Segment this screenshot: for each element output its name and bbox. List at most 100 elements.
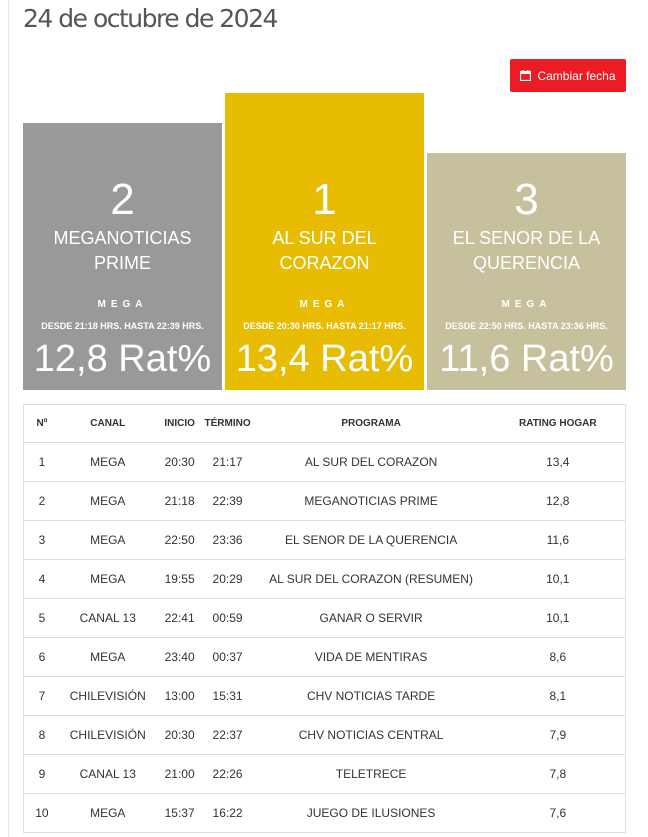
- podium-program: AL SUR DEL CORAZON: [272, 228, 377, 273]
- cell-program: AL SUR DEL CORAZON (RESUMEN): [251, 559, 491, 599]
- change-date-label: Cambiar fecha: [537, 68, 616, 83]
- cell-channel: CHILEVISIÓN: [59, 676, 156, 716]
- cell-start: 22:50: [155, 520, 204, 560]
- col-header-program: PROGRAMA: [251, 404, 491, 443]
- podium-second-place: 2 MEGANOTICIAS PRIME MEGA DESDE 21:18 HR…: [23, 123, 222, 390]
- cell-end: 00:59: [203, 598, 252, 638]
- table-row: 5 CANAL 13 22:41 00:59 GANAR O SERVIR 10…: [23, 598, 626, 638]
- cell-rating: 8,6: [490, 637, 626, 677]
- cell-channel: MEGA: [59, 637, 156, 677]
- table-row: 8 CHILEVISIÓN 20:30 22:37 CHV NOTICIAS C…: [23, 715, 626, 755]
- cell-rating: 7,9: [490, 715, 626, 755]
- cell-number: 7: [23, 676, 60, 716]
- cell-number: 8: [23, 715, 60, 755]
- col-header-start: INICIO: [155, 404, 204, 443]
- cell-end: 00:37: [203, 637, 252, 677]
- podium-rank: 1: [312, 175, 337, 224]
- table-row: 6 MEGA 23:40 00:37 VIDA DE MENTIRAS 8,6: [23, 637, 626, 677]
- podium-time-range: DESDE 20:30 HRS. HASTA 21:17 HRS.: [243, 321, 406, 331]
- podium-rating: 11,6 Rat%: [439, 338, 614, 380]
- cell-number: 1: [23, 442, 60, 482]
- cell-start: 22:41: [155, 598, 204, 638]
- podium-first-place: 1 AL SUR DEL CORAZON MEGA DESDE 20:30 HR…: [225, 93, 424, 390]
- col-header-rating: RATING HOGAR: [490, 404, 626, 443]
- calendar-icon: [520, 70, 532, 81]
- cell-rating: 12,8: [490, 481, 626, 521]
- table-row: 9 CANAL 13 21:00 22:26 TELETRECE 7,8: [23, 754, 626, 794]
- cell-start: 23:40: [155, 637, 204, 677]
- table-row: 3 MEGA 22:50 23:36 EL SENOR DE LA QUEREN…: [23, 520, 626, 560]
- cell-end: 21:17: [203, 442, 252, 482]
- cell-start: 21:00: [155, 754, 204, 794]
- cell-program: CHV NOTICIAS CENTRAL: [251, 715, 491, 755]
- cell-rating: 7,8: [490, 754, 626, 794]
- cell-rating: 8,1: [490, 676, 626, 716]
- cell-channel: CHILEVISIÓN: [59, 715, 156, 755]
- col-header-number: Nº: [23, 404, 60, 443]
- cell-channel: CANAL 13: [59, 598, 156, 638]
- ratings-table: Nº CANAL INICIO TÉRMINO PROGRAMA RATING …: [23, 404, 626, 833]
- cell-program: MEGANOTICIAS PRIME: [251, 481, 491, 521]
- change-date-button[interactable]: Cambiar fecha: [510, 59, 626, 92]
- cell-channel: MEGA: [90, 806, 126, 820]
- cell-channel: MEGA: [59, 442, 156, 482]
- cell-number: 6: [23, 637, 60, 677]
- cell-number: 9: [23, 754, 60, 794]
- cell-end: 20:29: [203, 559, 252, 599]
- podium-rank: 3: [514, 175, 539, 224]
- cell-end: 22:37: [203, 715, 252, 755]
- cell-program: GANAR O SERVIR: [251, 598, 491, 638]
- cell-program: CHV NOTICIAS TARDE: [251, 676, 491, 716]
- cell-start: 20:30: [155, 715, 204, 755]
- cell-end: 23:36: [203, 520, 252, 560]
- cell-start: 21:18: [155, 481, 204, 521]
- cell-program: AL SUR DEL CORAZON: [251, 442, 491, 482]
- table-header-row: Nº CANAL INICIO TÉRMINO PROGRAMA RATING …: [23, 404, 626, 443]
- podium-rank: 2: [110, 175, 135, 224]
- cell-channel: MEGA: [59, 520, 156, 560]
- cell-channel: CANAL 13: [59, 754, 156, 794]
- cell-end: 22:26: [203, 754, 252, 794]
- cell-program: EL SENOR DE LA QUERENCIA: [251, 520, 491, 560]
- podium-channel: MEGA: [299, 299, 350, 310]
- cell-program: JUEGO DE ILUSIONES: [306, 806, 436, 820]
- table-row: 1 MEGA 20:30 21:17 AL SUR DEL CORAZON 13…: [23, 442, 626, 482]
- table-row: 2 MEGA 21:18 22:39 MEGANOTICIAS PRIME 12…: [23, 481, 626, 521]
- podium-channel: MEGA: [501, 299, 552, 310]
- podium-rating: 13,4 Rat%: [235, 338, 414, 380]
- cell-channel: MEGA: [59, 559, 156, 599]
- cell-number: 10: [35, 806, 49, 820]
- cell-rating: 13,4: [490, 442, 626, 482]
- podium-program: EL SENOR DE LA QUERENCIA: [452, 228, 601, 273]
- cell-number: 2: [23, 481, 60, 521]
- col-header-channel: CANAL: [59, 404, 156, 443]
- cell-start: 15:37: [164, 806, 195, 820]
- podium-time-range: DESDE 22:50 HRS. HASTA 23:36 HRS.: [445, 321, 608, 331]
- cell-start: 13:00: [155, 676, 204, 716]
- cell-number: 4: [23, 559, 60, 599]
- cell-start: 20:30: [155, 442, 204, 482]
- cell-rating: 10,1: [490, 559, 626, 599]
- cell-rating: 7,6: [549, 806, 567, 820]
- podium-channel: MEGA: [97, 299, 148, 310]
- cell-rating: 11,6: [490, 520, 626, 560]
- cell-number: 5: [23, 598, 60, 638]
- cell-program: TELETRECE: [251, 754, 491, 794]
- page-title: 24 de octubre de 2024: [23, 4, 278, 33]
- cell-end: 15:31: [203, 676, 252, 716]
- cell-program: VIDA DE MENTIRAS: [251, 637, 491, 677]
- table-row: 7 CHILEVISIÓN 13:00 15:31 CHV NOTICIAS T…: [23, 676, 626, 716]
- podium-third-place: 3 EL SENOR DE LA QUERENCIA MEGA DESDE 22…: [427, 153, 626, 390]
- cell-start: 19:55: [155, 559, 204, 599]
- cell-end: 22:39: [203, 481, 252, 521]
- left-divider: [8, 0, 9, 837]
- table-row: 10 MEGA 15:37 16:22 JUEGO DE ILUSIONES 7…: [24, 794, 626, 833]
- col-header-end: TÉRMINO: [203, 404, 252, 443]
- table-row: 4 MEGA 19:55 20:29 AL SUR DEL CORAZON (R…: [23, 559, 626, 599]
- cell-end: 16:22: [212, 806, 243, 820]
- podium-program: MEGANOTICIAS PRIME: [53, 228, 192, 273]
- podium-rating: 12,8 Rat%: [33, 338, 212, 380]
- cell-rating: 10,1: [490, 598, 626, 638]
- cell-number: 3: [23, 520, 60, 560]
- cell-channel: MEGA: [59, 481, 156, 521]
